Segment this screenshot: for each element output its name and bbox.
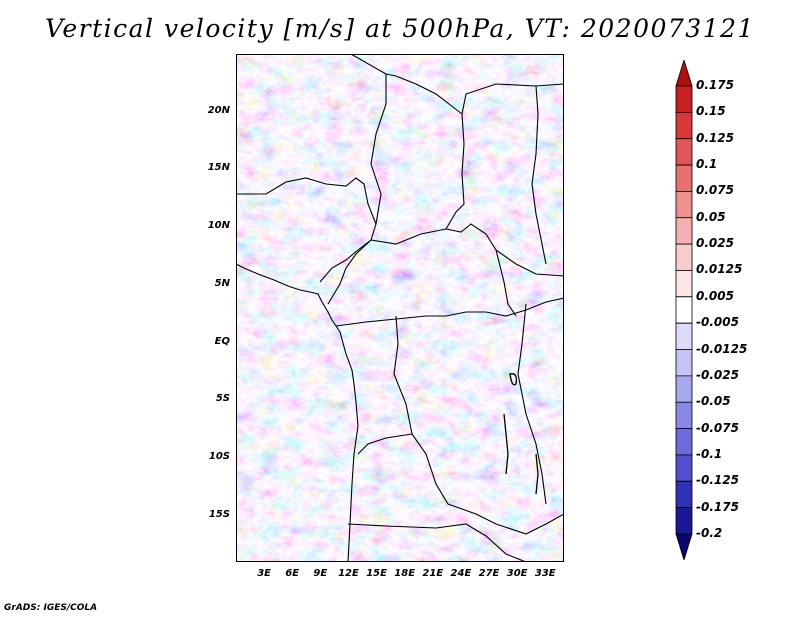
colorbar-swatch <box>675 164 693 192</box>
lat-tick-label: 10S <box>208 451 230 463</box>
south-sudan-border <box>495 249 517 317</box>
colorbar-swatch <box>675 60 693 87</box>
colorbar-level-label: 0.175 <box>696 78 734 92</box>
angola-north-border <box>357 433 413 455</box>
colorbar-level-label: 0.0125 <box>696 262 743 277</box>
vertical-velocity-field <box>236 54 564 562</box>
colorbar-level-label: -0.005 <box>696 315 739 330</box>
lon-tick-label: 3E <box>257 568 271 579</box>
lon-tick-label: 21E <box>422 568 444 579</box>
lon-tick-label: 12E <box>338 568 359 579</box>
lon-tick-label: 33E <box>534 568 556 579</box>
colorbar-swatch <box>675 217 693 245</box>
colorbar-swatch <box>675 85 693 113</box>
colorbar-swatch <box>675 533 693 560</box>
colorbar-swatch <box>675 322 693 350</box>
west-coastline <box>236 263 357 403</box>
colorbar-swatch <box>675 507 693 535</box>
colorbar-level-label: 0.125 <box>696 130 734 145</box>
colorbar-level-label: 0.075 <box>696 183 734 198</box>
lake-victoria <box>509 373 518 386</box>
chad-sudan-border <box>445 83 564 230</box>
lon-tick-label: 15E <box>366 568 387 579</box>
colorbar-level-label: -0.1 <box>696 446 723 461</box>
lon-tick-label: 9E <box>313 568 328 579</box>
colorbar-swatch <box>675 296 693 324</box>
colorbar-swatch <box>675 191 693 219</box>
colorbar <box>675 60 693 560</box>
colorbar-swatch <box>675 454 693 482</box>
cameroon-border <box>327 239 372 305</box>
colorbar-level-label: -0.175 <box>696 499 739 514</box>
colorbar-level-label: 0.15 <box>696 104 726 119</box>
lakes <box>503 373 539 495</box>
namibia-border <box>347 523 527 562</box>
lon-tick-label: 18E <box>394 568 416 579</box>
colorbar-level-label: -0.125 <box>696 473 739 488</box>
credit-text: GrADS: IGES/COLA <box>4 603 98 613</box>
colorbar-swatch <box>675 243 693 271</box>
map-panel: 20N 15N 10N 5N EQ 5S 10S 15S 3E 6E 9E 12E 15E 18E 21E… <box>208 54 564 579</box>
lon-tick-label: 27E <box>478 568 500 579</box>
lake-tanganyika <box>503 413 509 475</box>
country-borders <box>236 54 564 562</box>
nigeria-border <box>236 177 377 283</box>
colorbar-level-label: 0.005 <box>696 288 734 303</box>
colorbar-swatch <box>675 138 693 166</box>
colorbar-swatch <box>675 375 693 403</box>
lat-tick-label: 5N <box>214 277 230 289</box>
lat-tick-label: 15S <box>208 508 230 520</box>
southwest-coastline <box>347 401 359 562</box>
lat-tick-label: 10N <box>207 220 230 232</box>
colorbar-swatch <box>675 480 693 509</box>
lat-tick-label: 5S <box>215 393 230 405</box>
lat-tick-label: 20N <box>207 104 230 116</box>
colorbar-level-label: 0.025 <box>696 236 734 251</box>
lon-tick-label: 30E <box>506 568 528 579</box>
colorbar-level-label: 0.05 <box>696 209 726 224</box>
chart-title: Vertical velocity [m/s] at 500hPa, VT: 2… <box>45 14 755 43</box>
colorbar-level-label: -0.2 <box>696 526 723 540</box>
sudan-east-border <box>531 85 547 265</box>
libya-border <box>385 73 463 115</box>
lon-tick-label: 6E <box>285 568 300 579</box>
colorbar-swatch <box>675 428 693 456</box>
great-lakes-border <box>517 303 547 505</box>
colorbar-swatch <box>675 270 693 298</box>
colorbar-swatch <box>675 111 693 140</box>
lon-tick-label: 24E <box>450 568 472 579</box>
equatorial-border <box>335 297 564 327</box>
map-frame <box>236 54 564 562</box>
congo-south-border <box>393 315 564 535</box>
colorbar-level-label: -0.075 <box>696 420 739 435</box>
colorbar-level-label: -0.025 <box>696 367 739 382</box>
colorbar-level-label: -0.0125 <box>696 341 748 356</box>
colorbar-swatch <box>675 401 693 429</box>
colorbar-swatch <box>675 349 693 377</box>
colorbar-level-label: 0.1 <box>696 157 718 172</box>
colorbar-level-label: -0.05 <box>696 394 731 409</box>
lake-malawi <box>535 453 539 495</box>
lat-tick-label: EQ <box>214 335 230 347</box>
velocity-fine-structure <box>236 54 564 562</box>
central-african-north-border <box>370 223 564 277</box>
lat-tick-label: 15N <box>207 162 230 174</box>
